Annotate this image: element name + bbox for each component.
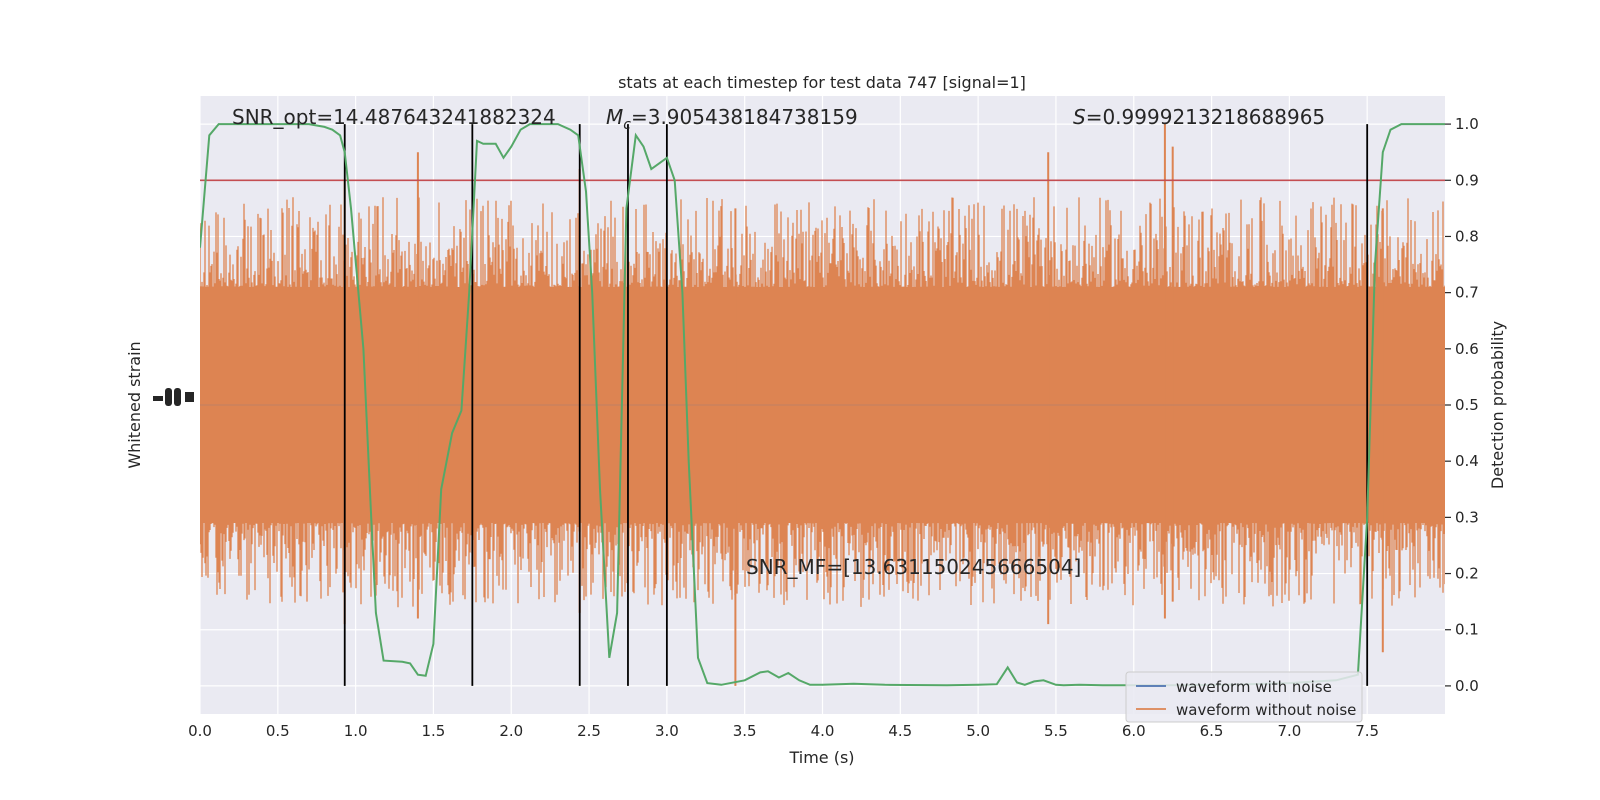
right-y-axis-ticks: 0.0 0.1 0.2 0.3 0.4 0.5 0.6 0.7 0.8 0.9 1.0 [1445,115,1479,695]
x-tick-label: 7.5 [1355,722,1379,740]
x-tick-label: 5.5 [1044,722,1068,740]
y-tick-label: 0.3 [1455,508,1479,526]
event-lines [343,124,1369,686]
chirp-mass-symbol: M [606,105,623,129]
x-tick-label: 7.0 [1277,722,1301,740]
x-tick-label: 4.0 [811,722,835,740]
x-tick-label: 1.0 [344,722,368,740]
legend: waveform with noise waveform without noi… [1125,671,1363,723]
x-axis-label: Time (s) [788,748,854,767]
x-tick-label: 0.5 [266,722,290,740]
x-tick-label: 6.0 [1122,722,1146,740]
waveform-without-noise-series [200,124,1445,686]
y-tick-label: 0.5 [1455,396,1479,414]
chart-title: stats at each timestep for test data 747… [618,73,1026,92]
snr-mf-annotation: SNR_MF=[13.631150245666504] [746,555,1081,579]
chirp-mass-subscript: c [623,117,631,133]
score-symbol: S [1073,105,1086,129]
chirp-mass-value: =3.905438184738159 [631,105,858,129]
right-y-axis-label: Detection probability [1488,321,1507,489]
y-tick-label: 0.8 [1455,227,1479,245]
y-tick-label: 0.2 [1455,565,1479,583]
detection-probability-line [200,123,1445,687]
legend-label-waveform-without-noise: waveform without noise [1176,701,1356,719]
detection-probability-series [200,123,1445,687]
x-tick-label: 3.0 [655,722,679,740]
x-axis-ticks: 0.0 0.5 1.0 1.5 2.0 2.5 3.0 3.5 4.0 4.5 5.0 5.5 6.0 6… [188,722,1379,740]
left-y-axis-label: Whitened strain [125,341,144,468]
y-tick-label: 1.0 [1455,115,1479,133]
score-annotation: S=0.9999213218688965 [1073,105,1325,129]
x-tick-label: 2.0 [499,722,523,740]
y-tick-label: 0.6 [1455,340,1479,358]
legend-box [1125,671,1363,723]
y-tick-label: 0.9 [1455,171,1479,189]
chirp-mass-annotation: Mc=3.905438184738159 [606,105,858,133]
y-tick-label: 0.4 [1455,452,1479,470]
left-axis-ticks-collapsed [153,388,194,406]
x-tick-label: 0.0 [188,722,212,740]
snr-opt-annotation: SNR_opt=14.487643241882324 [232,105,556,129]
score-value: =0.9999213218688965 [1086,105,1325,129]
y-tick-label: 0.1 [1455,621,1479,639]
legend-label-waveform-with-noise: waveform with noise [1176,678,1332,696]
x-tick-label: 3.5 [733,722,757,740]
x-tick-label: 6.5 [1200,722,1224,740]
waveform-spikes [200,197,1445,608]
y-tick-label: 0.7 [1455,284,1479,302]
x-tick-label: 2.5 [577,722,601,740]
y-tick-label: 0.0 [1455,677,1479,695]
x-tick-label: 1.5 [422,722,446,740]
x-tick-label: 4.5 [888,722,912,740]
x-tick-label: 5.0 [966,722,990,740]
